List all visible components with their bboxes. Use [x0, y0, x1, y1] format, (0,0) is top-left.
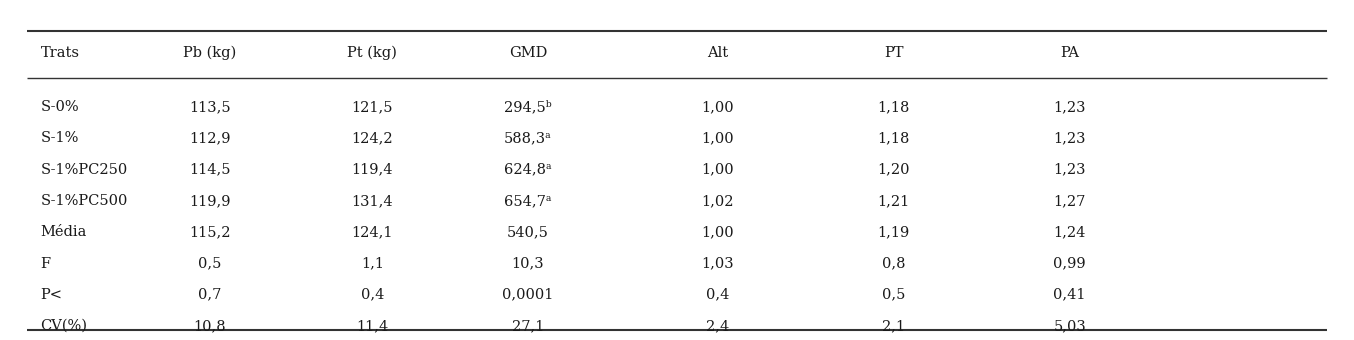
- Text: 119,9: 119,9: [190, 194, 230, 208]
- Text: CV(%): CV(%): [41, 319, 88, 333]
- Text: 624,8ᵃ: 624,8ᵃ: [504, 163, 552, 177]
- Text: 27,1: 27,1: [512, 319, 544, 333]
- Text: 654,7ᵃ: 654,7ᵃ: [504, 194, 552, 208]
- Text: 1,19: 1,19: [877, 225, 910, 239]
- Text: 1,20: 1,20: [877, 163, 910, 177]
- Text: 1,1: 1,1: [362, 256, 383, 271]
- Text: 0,4: 0,4: [360, 288, 385, 302]
- Text: 540,5: 540,5: [508, 225, 548, 239]
- Text: 121,5: 121,5: [352, 100, 393, 114]
- Text: 11,4: 11,4: [356, 319, 389, 333]
- Text: Pb (kg): Pb (kg): [183, 46, 237, 60]
- Text: Pt (kg): Pt (kg): [348, 46, 397, 60]
- Text: S-1%PC500: S-1%PC500: [41, 194, 129, 208]
- Text: 119,4: 119,4: [352, 163, 393, 177]
- Text: 0,4: 0,4: [705, 288, 730, 302]
- Text: 1,23: 1,23: [1053, 163, 1086, 177]
- Text: 115,2: 115,2: [190, 225, 230, 239]
- Text: 5,03: 5,03: [1053, 319, 1086, 333]
- Text: 0,41: 0,41: [1053, 288, 1086, 302]
- Text: 0,7: 0,7: [198, 288, 222, 302]
- Text: 588,3ᵃ: 588,3ᵃ: [504, 131, 552, 146]
- Text: 294,5ᵇ: 294,5ᵇ: [504, 100, 552, 114]
- Text: 1,21: 1,21: [877, 194, 910, 208]
- Text: PA: PA: [1060, 46, 1079, 60]
- Text: 1,18: 1,18: [877, 100, 910, 114]
- Text: PT: PT: [884, 46, 903, 60]
- Text: 1,18: 1,18: [877, 131, 910, 146]
- Text: 112,9: 112,9: [190, 131, 230, 146]
- Text: 10,8: 10,8: [194, 319, 226, 333]
- Text: 124,1: 124,1: [352, 225, 393, 239]
- Text: 2,1: 2,1: [881, 319, 906, 333]
- Text: P<: P<: [41, 288, 62, 302]
- Text: 0,8: 0,8: [881, 256, 906, 271]
- Text: Média: Média: [41, 225, 87, 239]
- Text: 113,5: 113,5: [190, 100, 230, 114]
- Text: 0,5: 0,5: [198, 256, 222, 271]
- Text: 0,5: 0,5: [881, 288, 906, 302]
- Text: 10,3: 10,3: [512, 256, 544, 271]
- Text: GMD: GMD: [509, 46, 547, 60]
- Text: 131,4: 131,4: [352, 194, 393, 208]
- Text: 1,00: 1,00: [701, 100, 734, 114]
- Text: 124,2: 124,2: [352, 131, 393, 146]
- Text: 1,03: 1,03: [701, 256, 734, 271]
- Text: 1,24: 1,24: [1053, 225, 1086, 239]
- Text: 1,23: 1,23: [1053, 100, 1086, 114]
- Text: 1,00: 1,00: [701, 163, 734, 177]
- Text: Alt: Alt: [707, 46, 728, 60]
- Text: S-1%PC250: S-1%PC250: [41, 163, 127, 177]
- Text: S-1%: S-1%: [41, 131, 79, 146]
- Text: 1,00: 1,00: [701, 225, 734, 239]
- Text: 1,23: 1,23: [1053, 131, 1086, 146]
- Text: F: F: [41, 256, 50, 271]
- Text: 2,4: 2,4: [705, 319, 730, 333]
- Text: S-0%: S-0%: [41, 100, 80, 114]
- Text: 1,02: 1,02: [701, 194, 734, 208]
- Text: 114,5: 114,5: [190, 163, 230, 177]
- Text: 1,27: 1,27: [1053, 194, 1086, 208]
- Text: 0,0001: 0,0001: [502, 288, 554, 302]
- Text: 1,00: 1,00: [701, 131, 734, 146]
- Text: 0,99: 0,99: [1053, 256, 1086, 271]
- Text: Trats: Trats: [41, 46, 80, 60]
